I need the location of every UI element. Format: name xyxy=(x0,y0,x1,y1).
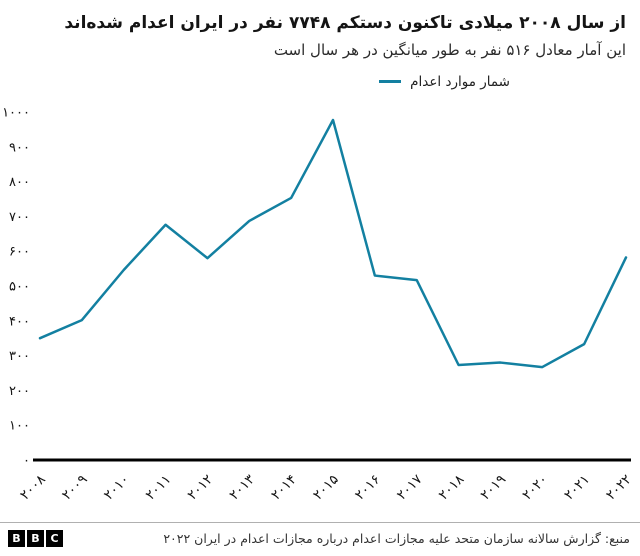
legend-line-swatch xyxy=(379,80,402,84)
bbc-logo-block-b2: B xyxy=(27,530,44,547)
bbc-logo-block-c: C xyxy=(46,530,63,547)
bbc-logo: B B C xyxy=(8,530,63,547)
y-axis-tick-label: ۳۰۰ xyxy=(9,349,30,364)
x-axis-tick-label: ۲۰۱۸ xyxy=(436,472,468,504)
y-axis-tick-label: ۲۰۰ xyxy=(9,384,30,399)
x-axis-tick-label: ۲۰۱۷ xyxy=(394,472,426,504)
footer: B B C منبع: گزارش سالانه سازمان متحد علی… xyxy=(0,522,640,556)
source-text: منبع: گزارش سالانه سازمان متحد علیه مجاز… xyxy=(163,531,630,546)
x-axis-tick-label: ۲۰۲۲ xyxy=(603,472,635,504)
x-axis-tick-label: ۲۰۱۰ xyxy=(101,472,133,504)
chart-header: از سال ۲۰۰۸ میلادی تاکنون دستکم ۷۷۴۸ نفر… xyxy=(0,0,640,59)
x-axis-tick-label: ۲۰۰۹ xyxy=(59,472,91,504)
x-axis-tick-label: ۲۰۲۰ xyxy=(519,472,551,504)
x-axis-tick-label: ۲۰۱۲ xyxy=(184,472,216,504)
chart-legend: شمار موارد اعدام xyxy=(0,73,510,90)
legend-label: شمار موارد اعدام xyxy=(410,73,510,90)
executions-line-chart: ۰ ۱۰۰ ۲۰۰ ۳۰۰ ۴۰۰ ۵۰۰ ۶۰۰ ۷۰۰ ۸۰۰ ۹۰۰ ۱۰۰۰ ۲۰۰۸ ۲۰۰۹… xyxy=(2,106,635,504)
x-axis-tick-label: ۲۰۱۴ xyxy=(268,472,300,504)
x-axis-tick-label: ۲۰۲۱ xyxy=(561,472,593,504)
y-axis-tick-label: ۱۰۰ xyxy=(9,419,30,434)
chart-area: ۰ ۱۰۰ ۲۰۰ ۳۰۰ ۴۰۰ ۵۰۰ ۶۰۰ ۷۰۰ ۸۰۰ ۹۰۰ ۱۰۰۰ ۲۰۰۸ ۲۰۰۹… xyxy=(0,92,640,521)
x-axis-tick-label: ۲۰۱۱ xyxy=(143,472,175,504)
bbc-logo-block-b1: B xyxy=(8,530,25,547)
x-axis-tick-label: ۲۰۱۵ xyxy=(310,472,342,504)
y-axis-tick-label: ۵۰۰ xyxy=(9,280,30,295)
chart-subtitle: این آمار معادل ۵۱۶ نفر به طور میانگین در… xyxy=(273,41,626,60)
y-axis-tick-label: ۶۰۰ xyxy=(9,245,30,260)
y-axis-tick-label: ۰ xyxy=(23,454,30,469)
y-axis-tick-label: ۸۰۰ xyxy=(9,175,30,190)
x-axis-tick-label: ۲۰۰۸ xyxy=(17,472,49,504)
chart-title: از سال ۲۰۰۸ میلادی تاکنون دستکم ۷۷۴۸ نفر… xyxy=(64,13,626,33)
y-axis-tick-label: ۷۰۰ xyxy=(9,210,30,225)
x-axis-tick-label: ۲۰۱۶ xyxy=(352,472,384,504)
y-axis-tick-label: ۱۰۰۰ xyxy=(2,106,30,121)
y-axis-tick-label: ۴۰۰ xyxy=(9,314,30,329)
y-axis-tick-label: ۹۰۰ xyxy=(9,140,30,155)
x-axis-tick-label: ۲۰۱۳ xyxy=(226,472,258,504)
executions-line-series xyxy=(38,118,628,369)
x-axis-tick-label: ۲۰۱۹ xyxy=(477,472,509,504)
